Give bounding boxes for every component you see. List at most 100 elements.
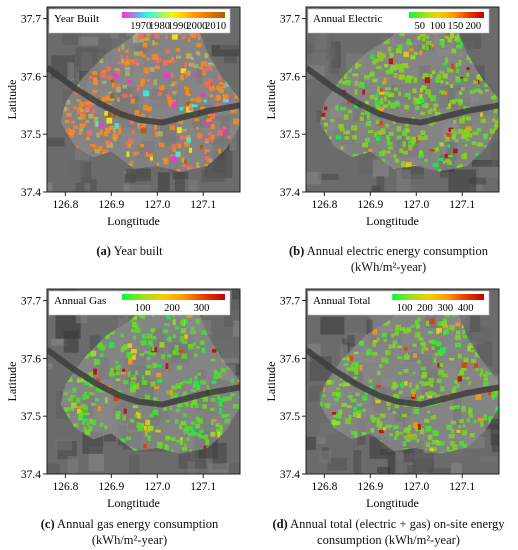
data-cell	[430, 415, 434, 420]
terrain-patch	[157, 172, 170, 192]
data-cell	[346, 405, 352, 408]
data-cell	[179, 336, 184, 342]
data-cell	[446, 446, 450, 452]
data-cell	[129, 119, 134, 125]
data-cell	[95, 377, 101, 382]
data-cell	[140, 313, 146, 320]
data-cell	[210, 138, 214, 143]
data-cell	[423, 418, 430, 423]
terrain-patch	[306, 436, 316, 450]
data-cell	[387, 141, 393, 146]
data-cell	[493, 107, 498, 113]
data-cell	[101, 70, 107, 74]
data-cell	[442, 318, 447, 323]
data-cell	[450, 441, 455, 446]
terrain-patch	[212, 442, 227, 470]
colorbar-tick-label: 2000	[186, 21, 207, 32]
data-cell	[208, 79, 213, 84]
data-cell	[466, 67, 470, 71]
data-cell	[427, 330, 433, 335]
data-cell	[234, 95, 239, 99]
data-cell	[386, 137, 391, 143]
data-cell	[193, 64, 199, 69]
data-cell	[175, 418, 179, 424]
data-cell	[385, 150, 391, 154]
data-cell	[468, 410, 473, 416]
data-cell	[115, 370, 120, 376]
data-cell	[183, 413, 188, 418]
data-cell	[373, 58, 379, 63]
data-cell	[99, 58, 104, 63]
data-cell	[344, 136, 350, 140]
data-cell	[180, 422, 185, 426]
data-cell	[147, 435, 152, 441]
data-cell	[355, 392, 360, 397]
data-cell	[66, 100, 71, 105]
data-cell	[372, 341, 377, 347]
data-cell	[422, 44, 426, 50]
data-cell	[332, 391, 338, 397]
terrain-patch	[319, 423, 338, 435]
data-cell	[352, 135, 358, 140]
colorbar-tick-label: 1970	[130, 21, 151, 32]
chart-c: 126.8 126.9 127.0 127.1 37.4 37.5 37.6 37.7 Long…	[5, 288, 241, 510]
data-cell	[165, 419, 170, 423]
data-cell	[359, 342, 363, 346]
data-cell	[221, 413, 228, 418]
data-cell	[324, 106, 328, 111]
data-cell	[397, 356, 403, 359]
colorbar-title: Annual Total	[313, 295, 370, 307]
data-cell	[64, 407, 70, 412]
data-cell	[376, 337, 380, 342]
data-cell	[345, 80, 350, 84]
data-cell	[113, 72, 118, 79]
terrain-patch	[490, 42, 499, 66]
data-cell	[347, 100, 354, 104]
data-cell	[154, 65, 160, 69]
colorbar-title: Annual Electric	[313, 13, 382, 25]
data-cell	[88, 418, 94, 424]
data-cell	[405, 77, 412, 83]
data-cell	[361, 432, 365, 435]
data-cell	[183, 380, 189, 384]
data-cell	[199, 144, 203, 150]
caption-b-letter: (b)	[288, 244, 305, 258]
data-cell	[440, 385, 445, 392]
data-cell	[352, 154, 359, 157]
data-cell	[215, 428, 219, 432]
data-cell	[395, 63, 400, 70]
y-tick-label: 37.5	[21, 129, 41, 141]
data-cell	[479, 90, 483, 95]
data-cell	[420, 111, 426, 115]
data-cell	[194, 403, 199, 409]
data-cell	[172, 319, 176, 326]
data-cell	[480, 118, 486, 124]
data-cell	[349, 394, 352, 401]
data-cell	[415, 319, 419, 324]
y-tick-label: 37.7	[280, 14, 300, 26]
data-cell	[370, 96, 375, 100]
terrain-patch	[67, 456, 79, 474]
data-cell	[115, 364, 121, 371]
data-cell	[171, 156, 178, 162]
data-cell	[85, 105, 90, 112]
data-cell	[88, 113, 94, 119]
data-cell	[217, 75, 221, 81]
data-cell	[462, 424, 466, 428]
data-cell	[437, 168, 442, 172]
data-cell	[111, 82, 115, 88]
data-cell	[469, 413, 473, 418]
data-cell	[456, 330, 461, 335]
data-cell	[427, 434, 433, 440]
data-cell	[188, 107, 194, 111]
data-cell	[439, 441, 445, 446]
data-cell	[171, 385, 177, 390]
data-cell	[403, 435, 409, 440]
data-cell	[387, 146, 393, 150]
data-cell	[198, 418, 203, 424]
data-cell	[384, 63, 389, 68]
data-cell	[186, 53, 192, 59]
data-cell	[367, 130, 373, 134]
data-cell	[133, 384, 140, 390]
data-cell	[132, 354, 136, 360]
